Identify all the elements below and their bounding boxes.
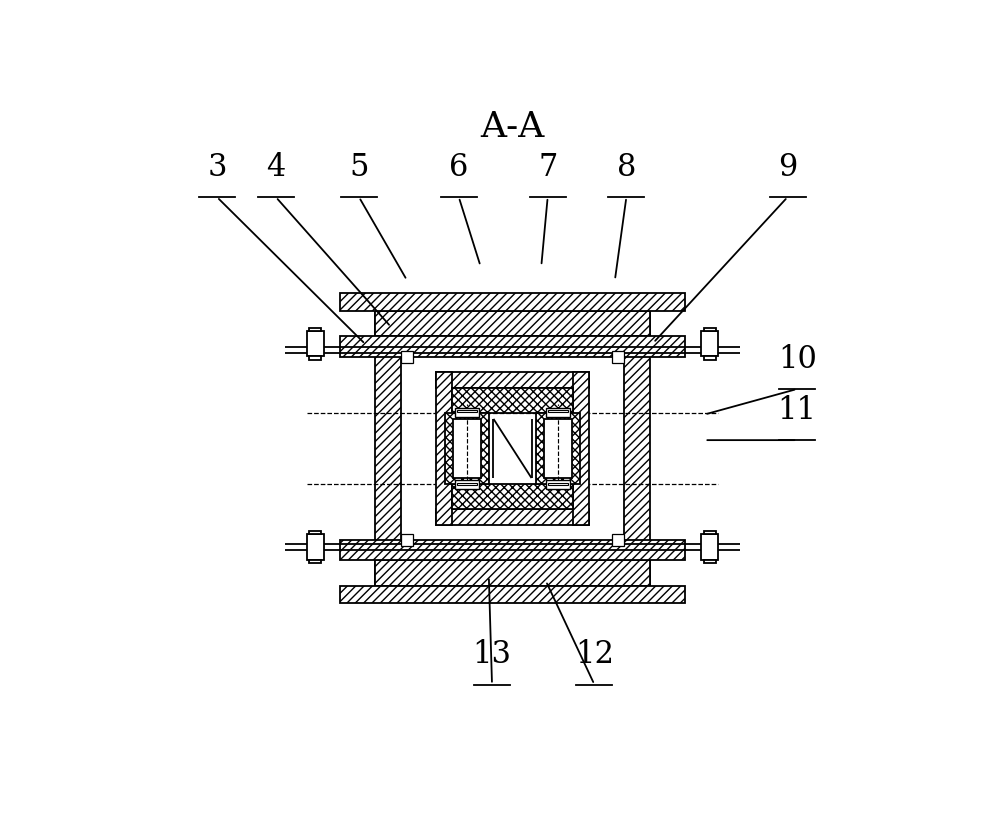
Bar <box>445 413 489 484</box>
Bar <box>455 408 479 417</box>
Bar <box>457 484 477 485</box>
Bar <box>401 534 413 546</box>
Text: 6: 6 <box>449 152 468 183</box>
Text: 3: 3 <box>207 152 227 183</box>
Bar <box>375 311 650 337</box>
Bar <box>612 351 624 363</box>
Bar <box>340 586 685 603</box>
Text: 5: 5 <box>349 152 369 183</box>
Bar <box>375 311 401 586</box>
Text: 9: 9 <box>778 152 797 183</box>
Bar <box>309 560 321 563</box>
Text: 10: 10 <box>778 344 817 375</box>
Bar <box>704 356 716 360</box>
Bar <box>436 371 452 525</box>
Bar <box>309 327 321 331</box>
Bar <box>544 419 572 478</box>
Bar <box>452 484 573 509</box>
Bar <box>548 410 568 412</box>
Bar <box>704 327 716 331</box>
Bar <box>340 540 685 560</box>
Bar <box>573 371 589 525</box>
Bar <box>624 311 650 586</box>
Bar <box>457 410 477 412</box>
Bar <box>307 534 324 560</box>
Bar <box>701 331 718 356</box>
Text: 7: 7 <box>538 152 557 183</box>
Text: 4: 4 <box>266 152 285 183</box>
Bar <box>546 408 570 417</box>
Bar <box>701 534 718 560</box>
Bar <box>436 371 589 387</box>
Bar <box>452 387 573 413</box>
Text: 8: 8 <box>617 152 636 183</box>
Bar <box>340 337 685 357</box>
Bar <box>309 531 321 534</box>
Bar <box>401 351 413 363</box>
Text: 13: 13 <box>473 640 512 671</box>
Bar <box>704 560 716 563</box>
Text: A-A: A-A <box>480 110 545 144</box>
Bar <box>455 480 479 489</box>
Bar <box>436 509 589 525</box>
Text: 12: 12 <box>575 640 614 671</box>
Bar <box>612 534 624 546</box>
Bar <box>704 531 716 534</box>
Bar <box>340 293 685 311</box>
Bar <box>307 331 324 356</box>
Bar <box>309 356 321 360</box>
Text: 11: 11 <box>778 395 817 426</box>
Bar <box>453 419 481 478</box>
Bar <box>546 480 570 489</box>
Bar <box>375 560 650 586</box>
Bar <box>548 484 568 485</box>
Bar <box>536 413 580 484</box>
